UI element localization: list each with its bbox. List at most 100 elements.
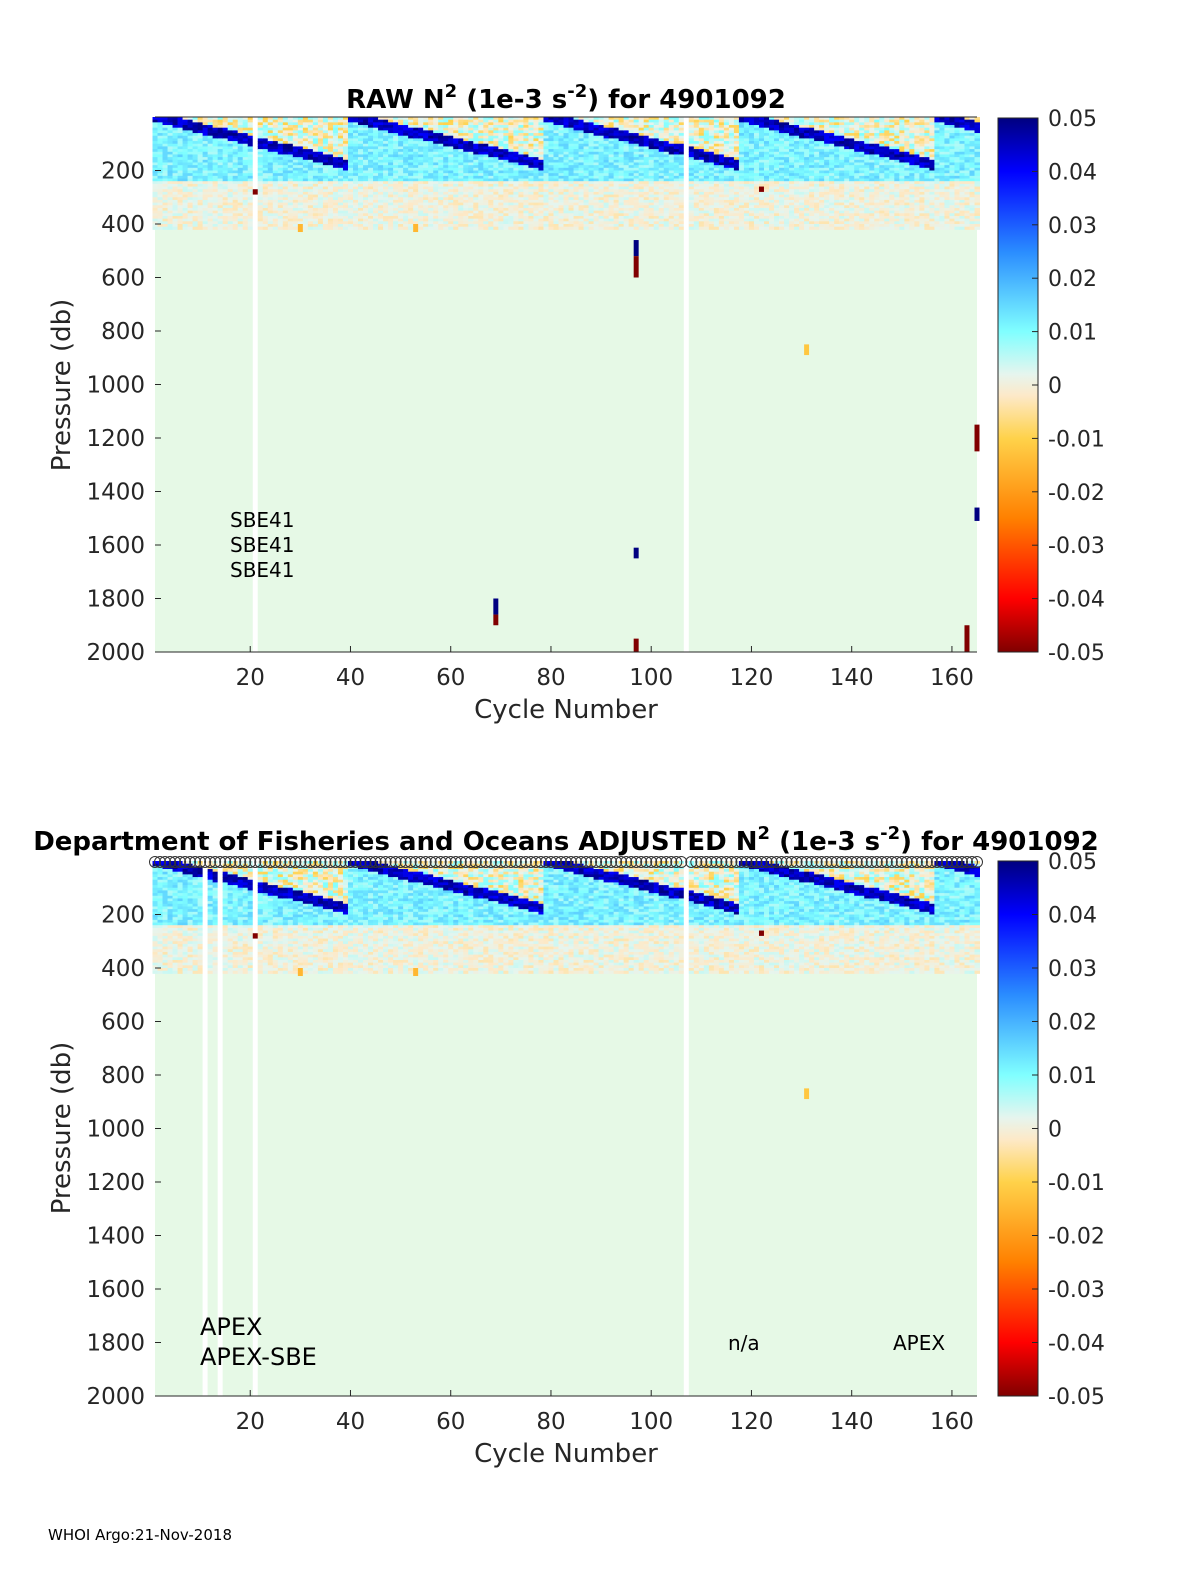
heat-cell <box>358 199 364 204</box>
heat-cell <box>337 167 344 171</box>
heat-cell <box>222 165 229 169</box>
heat-cell <box>197 224 204 228</box>
heat-cell <box>267 224 274 228</box>
heat-cell <box>162 138 169 142</box>
heat-cell <box>222 207 229 212</box>
heat-cell <box>282 119 289 123</box>
heat-cell <box>393 167 399 171</box>
heat-cell <box>378 205 384 209</box>
heat-cell <box>297 221 304 225</box>
heat-cell <box>207 165 214 169</box>
heat-cell <box>282 224 289 228</box>
heat-cell <box>242 218 249 222</box>
heat-cell <box>368 175 374 180</box>
heat-cell <box>167 178 174 182</box>
heat-cell <box>393 133 399 137</box>
heat-cell <box>307 224 314 228</box>
heat-cell <box>373 175 379 180</box>
heat-cell <box>167 186 174 190</box>
heat-cell <box>282 130 289 134</box>
heat-cell <box>287 146 294 150</box>
heat-cell <box>317 202 324 206</box>
heat-cell <box>212 221 219 225</box>
heat-cell <box>242 135 249 139</box>
heat-cell <box>307 157 314 161</box>
heat-cell <box>388 130 394 134</box>
heat-cell <box>302 173 309 177</box>
heat-cell <box>272 199 279 204</box>
heat-cell <box>332 189 339 193</box>
heat-cell <box>172 173 179 177</box>
heat-cell <box>388 122 394 126</box>
heat-cell <box>332 122 339 126</box>
heat-cell <box>363 117 369 121</box>
heat-cell <box>222 154 229 158</box>
heat-cell <box>287 157 294 161</box>
heat-cell <box>312 122 319 126</box>
heat-cell <box>157 135 164 139</box>
heat-cell <box>347 226 354 230</box>
heat-cell <box>242 194 249 198</box>
heat-cell <box>373 165 379 169</box>
heat-cell <box>368 210 374 214</box>
heat-cell <box>322 133 329 137</box>
heat-cell <box>167 119 174 123</box>
heat-cell <box>342 213 349 217</box>
heat-cell <box>262 133 269 137</box>
heat-cell <box>182 202 189 206</box>
heat-cell <box>373 149 379 153</box>
heat-cell <box>262 127 269 131</box>
heat-cell <box>363 130 369 134</box>
heat-cell <box>202 138 209 142</box>
heat-cell <box>322 218 329 222</box>
heat-cell <box>342 125 349 129</box>
heat-cell <box>222 183 229 188</box>
heat-cell <box>358 207 364 212</box>
heat-cell <box>192 122 199 126</box>
heat-cell <box>302 183 309 188</box>
heat-cell <box>378 135 384 139</box>
heat-cell <box>227 213 234 217</box>
heat-cell <box>342 119 349 123</box>
heat-cell <box>337 125 344 129</box>
heat-cell <box>217 138 224 142</box>
heat-cell <box>187 224 194 228</box>
heat-cell <box>332 210 339 214</box>
heat-cell <box>177 125 184 129</box>
heat-cell <box>192 130 199 134</box>
heat-cell <box>443 226 449 230</box>
heat-cell <box>352 125 359 129</box>
heat-cell <box>172 167 179 171</box>
heat-cell <box>358 173 364 177</box>
heat-cell <box>297 130 304 134</box>
heat-cell <box>628 226 635 230</box>
heat-cell <box>232 197 239 201</box>
heat-cell <box>182 173 189 177</box>
heat-cell <box>312 138 319 142</box>
heat-cell <box>312 157 319 161</box>
heat-cell <box>297 218 304 222</box>
heat-cell <box>167 173 174 177</box>
heat-cell <box>177 178 184 182</box>
heat-cell <box>312 226 319 230</box>
heat-cell <box>157 186 164 190</box>
heat-cell <box>277 133 284 137</box>
heat-cell <box>332 157 339 161</box>
heat-cell <box>262 199 269 204</box>
heat-cell <box>162 221 169 225</box>
heat-cell <box>152 162 158 166</box>
heat-cell <box>247 178 254 182</box>
heat-cell <box>378 181 384 185</box>
heat-cell <box>297 170 304 174</box>
heat-cell <box>262 224 269 228</box>
heat-cell <box>302 205 309 209</box>
heat-cell <box>222 141 229 145</box>
heat-cell <box>237 162 244 166</box>
heat-cell <box>358 194 364 198</box>
heat-cell <box>678 226 685 230</box>
heat-cell <box>292 226 299 230</box>
heat-cell <box>177 202 184 206</box>
heat-cell <box>162 202 169 206</box>
heat-cell <box>242 183 249 188</box>
heat-cell <box>227 218 234 222</box>
